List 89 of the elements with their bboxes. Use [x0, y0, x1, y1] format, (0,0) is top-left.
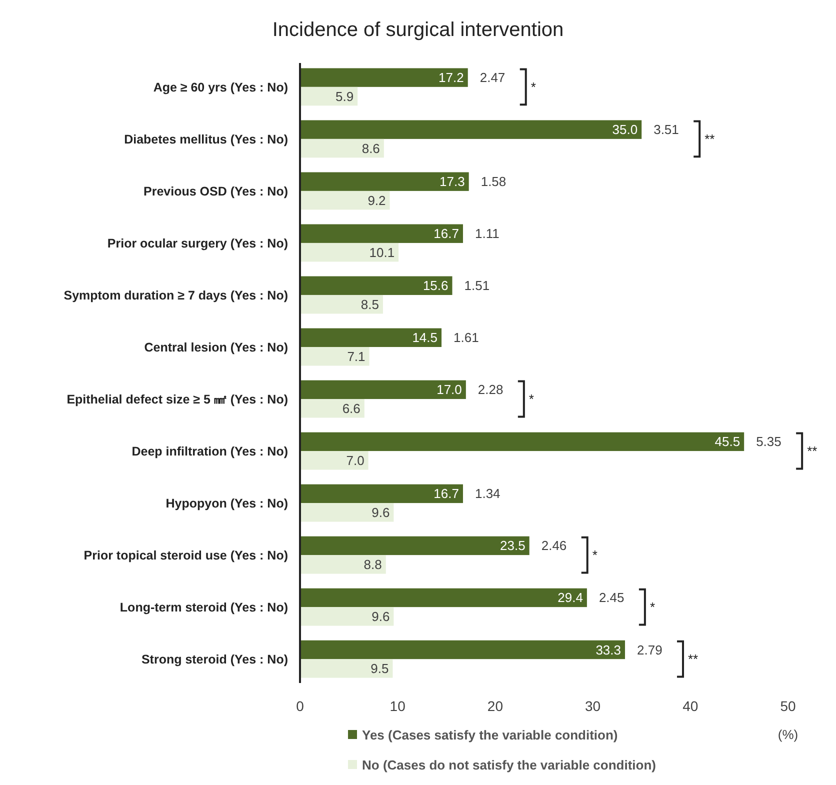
data-label: 45.5 — [714, 434, 740, 450]
annotation: 2.46 — [541, 538, 567, 554]
bar — [300, 328, 442, 347]
bar — [300, 432, 744, 452]
data-label: 10.1 — [369, 244, 395, 260]
data-label: 8.6 — [362, 140, 380, 156]
bar — [300, 86, 358, 106]
annotation: 3.51 — [654, 122, 679, 138]
bar — [300, 640, 626, 660]
y-tick-label: Previous OSD (Yes : No) — [144, 184, 288, 198]
data-label: 5.9 — [336, 88, 354, 104]
x-axis-title: (%) — [778, 727, 798, 742]
bar — [300, 503, 394, 522]
bar — [300, 224, 463, 243]
y-tick-label: Long-term steroid (Yes : No) — [120, 600, 288, 614]
y-tick-label: Deep infiltration (Yes : No) — [132, 444, 288, 458]
data-label: 17.2 — [438, 70, 464, 86]
legend-label: No (Cases do not satisfy the variable condition) — [362, 758, 656, 773]
data-label: 9.6 — [372, 608, 390, 624]
annotation: ** — [704, 131, 715, 146]
y-tick-label: Prior topical steroid use (Yes : No) — [84, 548, 288, 562]
data-label: 8.8 — [364, 556, 382, 572]
bar — [300, 536, 530, 556]
bar — [300, 659, 393, 678]
bar — [300, 276, 452, 295]
annotation: 2.45 — [598, 590, 624, 606]
bar — [300, 399, 364, 418]
bar — [300, 588, 587, 608]
chart-title: Incidence of surgical intervention — [272, 19, 564, 41]
legend-label: Yes (Cases satisfy the variable condition) — [362, 728, 618, 743]
annotation: 1.51 — [464, 278, 490, 294]
data-label: 7.0 — [346, 452, 364, 468]
annotation: 2.79 — [637, 642, 662, 658]
bar — [300, 294, 383, 314]
data-label: 9.6 — [372, 504, 390, 520]
bar — [300, 172, 469, 191]
annotation: * — [650, 600, 656, 615]
data-label: 8.5 — [360, 296, 379, 312]
bar — [300, 138, 384, 158]
data-label: 9.5 — [370, 660, 389, 676]
annotation: 2.28 — [478, 382, 504, 398]
annotation: 1.34 — [474, 486, 500, 502]
bar — [300, 380, 466, 400]
bar — [300, 190, 390, 210]
data-label: 16.7 — [434, 226, 459, 242]
annotation: 2.47 — [480, 70, 506, 86]
bar — [300, 68, 468, 87]
bar — [300, 346, 370, 366]
y-tick-label: Strong steroid (Yes : No) — [141, 652, 288, 666]
x-tick-label: 10 — [390, 698, 406, 714]
annotation: * — [530, 79, 536, 94]
y-tick-label: Epithelial defect size ≥ 5 ㎟ (Yes : No) — [66, 392, 288, 406]
data-label: 29.4 — [558, 590, 583, 606]
data-label: 17.3 — [440, 174, 465, 190]
data-label: 14.5 — [412, 330, 438, 346]
annotation: 1.58 — [480, 174, 506, 190]
y-tick-label: Diabetes mellitus (Yes : No) — [124, 132, 288, 146]
y-tick-label: Hypopyon (Yes : No) — [166, 496, 288, 510]
y-tick-label: Central lesion (Yes : No) — [144, 340, 288, 354]
annotation: 1.11 — [474, 226, 500, 242]
annotation: * — [528, 392, 534, 407]
annotation: ** — [688, 652, 698, 667]
data-label: 9.2 — [368, 192, 386, 208]
y-tick-label: Symptom duration ≥ 7 days (Yes : No) — [64, 288, 288, 302]
data-label: 16.7 — [434, 486, 459, 502]
annotation: 1.61 — [454, 330, 479, 346]
y-tick-label: Age ≥ 60 yrs (Yes : No) — [153, 80, 288, 94]
annotation: 5.35 — [756, 434, 782, 450]
bar — [300, 607, 394, 626]
bar — [300, 484, 463, 504]
annotation: * — [592, 548, 598, 563]
data-label: 7.1 — [347, 348, 366, 364]
data-label: 33.3 — [596, 642, 622, 658]
data-label: 17.0 — [436, 382, 462, 398]
bar — [300, 120, 642, 139]
data-label: 15.6 — [422, 278, 448, 294]
x-tick-label: 30 — [585, 698, 601, 714]
data-label: 23.5 — [500, 538, 526, 554]
x-tick-label: 40 — [682, 698, 698, 714]
data-label: 35.0 — [612, 122, 638, 138]
x-tick-label: 20 — [487, 698, 504, 714]
text: ** — [807, 444, 818, 459]
x-tick-label: 50 — [780, 698, 796, 714]
data-label: 6.6 — [342, 400, 360, 416]
y-tick-label: Prior ocular surgery (Yes : No) — [107, 236, 288, 250]
bar — [300, 555, 386, 574]
x-tick-label: 0 — [296, 698, 304, 714]
bar — [300, 242, 399, 262]
bar — [300, 451, 368, 470]
